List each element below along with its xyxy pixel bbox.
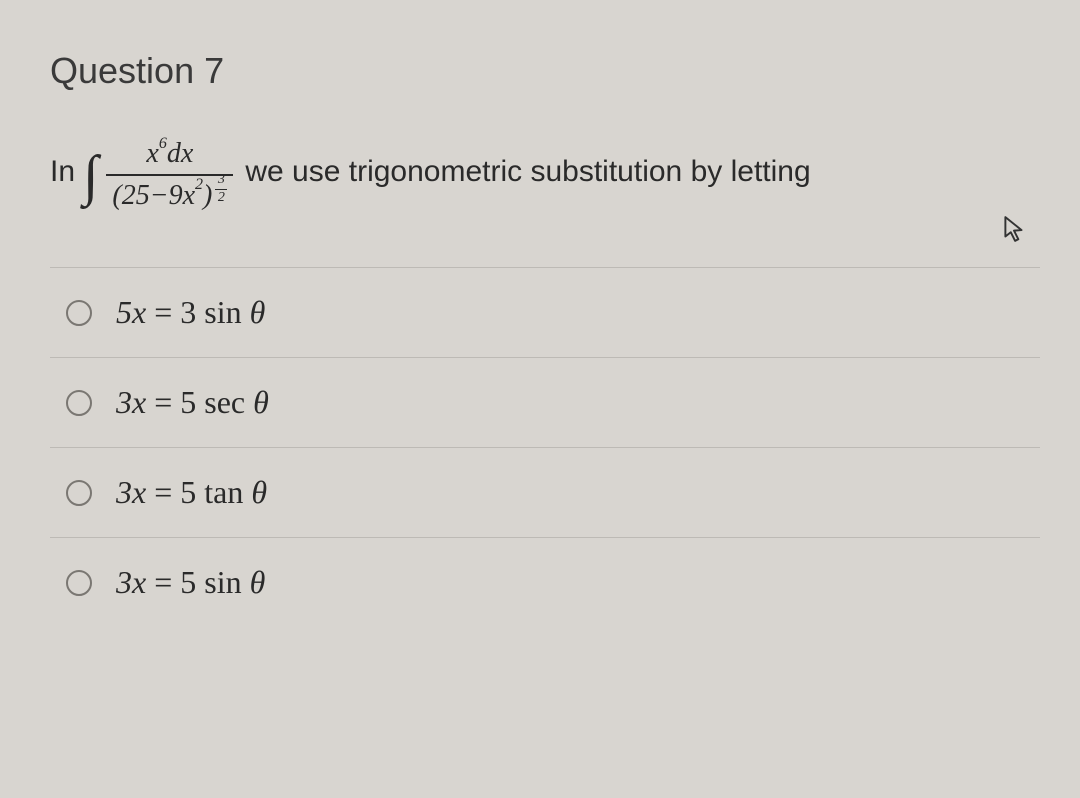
- opt-arg: θ: [245, 384, 269, 420]
- radio-icon[interactable]: [66, 480, 92, 506]
- opt-fn: sec: [204, 384, 245, 420]
- prompt-suffix: we use trigonometric substitution by let…: [245, 155, 810, 189]
- opt-arg: θ: [242, 294, 266, 330]
- opt-coef: 5: [180, 474, 204, 510]
- exp-denominator: 2: [218, 190, 225, 206]
- option-label: 3x = 5 tan θ: [116, 474, 267, 511]
- option-row[interactable]: 5x = 3 sin θ: [50, 267, 1040, 357]
- opt-coef: 5: [180, 564, 204, 600]
- option-label: 5x = 3 sin θ: [116, 294, 265, 331]
- opt-arg: θ: [242, 564, 266, 600]
- opt-eq: =: [146, 384, 180, 420]
- options-list: 5x = 3 sin θ 3x = 5 sec θ 3x = 5 tan θ 3…: [50, 267, 1040, 627]
- opt-coef: 3: [180, 294, 204, 330]
- opt-eq: =: [146, 474, 180, 510]
- integral-symbol: ∫: [83, 144, 98, 208]
- numerator: x6dx: [138, 138, 201, 174]
- denominator: (25−9x2) 3 2: [106, 176, 233, 214]
- option-row[interactable]: 3x = 5 tan θ: [50, 447, 1040, 537]
- question-title: Question 7: [50, 50, 1040, 92]
- opt-fn: sin: [204, 564, 241, 600]
- opt-lhs: 3x: [116, 384, 146, 420]
- exp-numerator: 3: [218, 172, 225, 189]
- opt-arg: θ: [243, 474, 267, 510]
- opt-fn: sin: [204, 294, 241, 330]
- opt-lhs: 5x: [116, 294, 146, 330]
- question-prompt: In ∫ x6dx (25−9x2) 3 2 we use trigonomet…: [50, 122, 1040, 222]
- prompt-prefix: In: [50, 155, 75, 189]
- opt-fn: tan: [204, 474, 243, 510]
- denominator-base: (25−9x2): [112, 180, 212, 212]
- integrand-fraction: x6dx (25−9x2) 3 2: [106, 138, 233, 214]
- numerator-text: x6dx: [146, 138, 193, 169]
- option-label: 3x = 5 sin θ: [116, 564, 265, 601]
- opt-coef: 5: [180, 384, 204, 420]
- option-label: 3x = 5 sec θ: [116, 384, 269, 421]
- opt-lhs: 3x: [116, 564, 146, 600]
- radio-icon[interactable]: [66, 570, 92, 596]
- opt-eq: =: [146, 294, 180, 330]
- radio-icon[interactable]: [66, 300, 92, 326]
- question-container: Question 7 In ∫ x6dx (25−9x2) 3 2 we use…: [0, 0, 1080, 657]
- opt-eq: =: [146, 564, 180, 600]
- opt-lhs: 3x: [116, 474, 146, 510]
- cursor-icon: [1003, 215, 1025, 243]
- denominator-exponent: 3 2: [215, 172, 227, 206]
- option-row[interactable]: 3x = 5 sin θ: [50, 537, 1040, 627]
- option-row[interactable]: 3x = 5 sec θ: [50, 357, 1040, 447]
- radio-icon[interactable]: [66, 390, 92, 416]
